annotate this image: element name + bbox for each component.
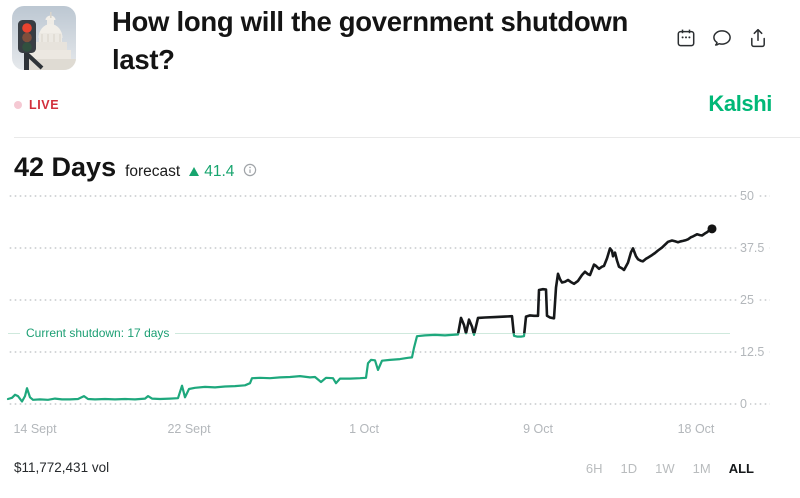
volume-stat: $11,772,431 vol [14, 460, 110, 475]
threshold-label: Current shutdown: 17 days [20, 325, 176, 342]
range-selector: 6H 1D 1W 1M ALL [585, 459, 755, 478]
live-dot-icon [14, 101, 22, 109]
range-button-1m[interactable]: 1M [692, 461, 711, 476]
chart-xaxis: 14 Sept 22 Sept 1 Oct 9 Oct 18 Oct [0, 422, 800, 438]
y-axis-tick-label: 0 [737, 395, 750, 413]
y-axis-tick-label: 37.5 [737, 239, 768, 257]
x-axis-tick-label: 9 Oct [523, 422, 553, 436]
capitol-traffic-light-image [12, 6, 76, 70]
market-thumbnail [12, 6, 76, 70]
comment-icon[interactable] [712, 28, 732, 48]
y-axis-tick-label: 12.5 [737, 343, 768, 361]
range-button-1w[interactable]: 1W [655, 461, 675, 476]
kalshi-logo[interactable]: Kalshi [708, 91, 772, 116]
y-axis-tick-label: 25 [737, 291, 757, 309]
x-axis-tick-label: 1 Oct [349, 422, 379, 436]
gridline [8, 403, 770, 405]
forecast-change: 41.4 [189, 163, 234, 181]
header-divider [14, 137, 800, 138]
gridline [8, 195, 770, 197]
x-axis-tick-label: 22 Sept [167, 422, 211, 436]
live-label: LIVE [29, 98, 60, 112]
forecast-change-value: 41.4 [204, 162, 235, 180]
forecast-value: 42 Days [14, 152, 117, 182]
forecast-label: forecast [125, 163, 181, 180]
live-badge: LIVE [14, 98, 59, 112]
share-icon[interactable] [748, 28, 768, 48]
page-title: How long will the government shutdown la… [112, 6, 628, 75]
threshold-line [8, 332, 730, 335]
range-button-all[interactable]: ALL [728, 461, 754, 476]
x-axis-tick-label: 14 Sept [13, 422, 57, 436]
gridline [8, 247, 770, 249]
y-axis-tick-label: 50 [737, 187, 757, 205]
forecast-row: 42 Days forecast 41.4 [14, 152, 257, 183]
range-button-1d[interactable]: 1D [620, 461, 638, 476]
info-icon[interactable] [243, 163, 257, 182]
calendar-icon[interactable] [676, 28, 696, 48]
range-button-6h[interactable]: 6H [585, 461, 603, 476]
gridline [8, 351, 770, 353]
x-axis-tick-label: 18 Oct [677, 422, 715, 436]
triangle-up-icon [189, 167, 200, 176]
gridline [8, 299, 770, 301]
